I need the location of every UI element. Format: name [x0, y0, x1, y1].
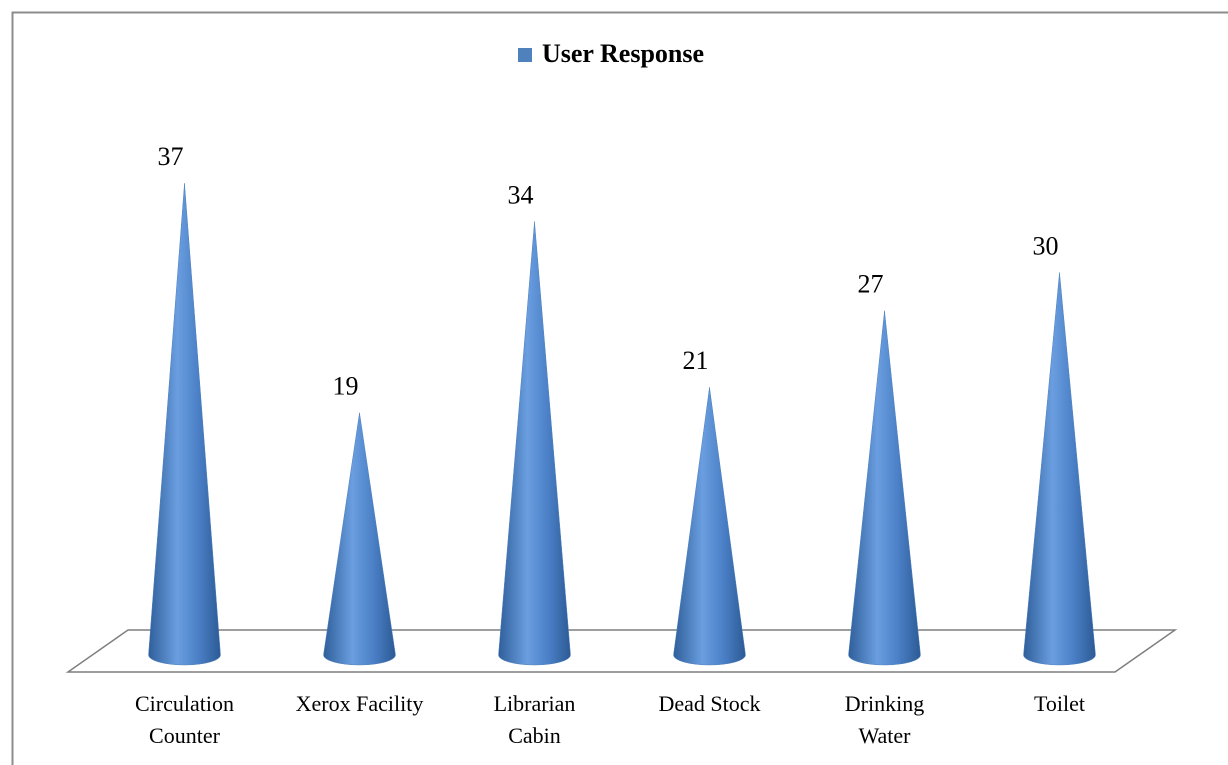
data-label: 30 — [1033, 231, 1059, 260]
cone — [673, 387, 746, 666]
data-label: 19 — [333, 372, 359, 401]
legend-swatch — [518, 48, 532, 62]
x-tick-label: Toilet — [1034, 691, 1085, 716]
data-label: 21 — [683, 346, 709, 375]
legend-label: User Response — [542, 39, 704, 68]
x-tick-label: Counter — [149, 723, 221, 748]
x-tick-label: Xerox Facility — [296, 691, 424, 716]
x-tick-label: Cabin — [508, 723, 561, 748]
x-tick-label: Dead Stock — [658, 691, 760, 716]
data-label: 27 — [858, 270, 884, 299]
cone — [1023, 272, 1096, 666]
data-label: 34 — [508, 180, 534, 209]
x-tick-label: Water — [859, 723, 912, 748]
x-tick-label: Librarian — [494, 691, 576, 716]
cone — [498, 221, 571, 666]
x-tick-label: Circulation — [135, 691, 234, 716]
x-tick-label: Drinking — [845, 691, 924, 716]
data-label: 37 — [158, 142, 184, 171]
cone — [148, 183, 221, 666]
cone — [323, 412, 396, 666]
cone — [848, 310, 921, 666]
floor — [65, 629, 1178, 673]
